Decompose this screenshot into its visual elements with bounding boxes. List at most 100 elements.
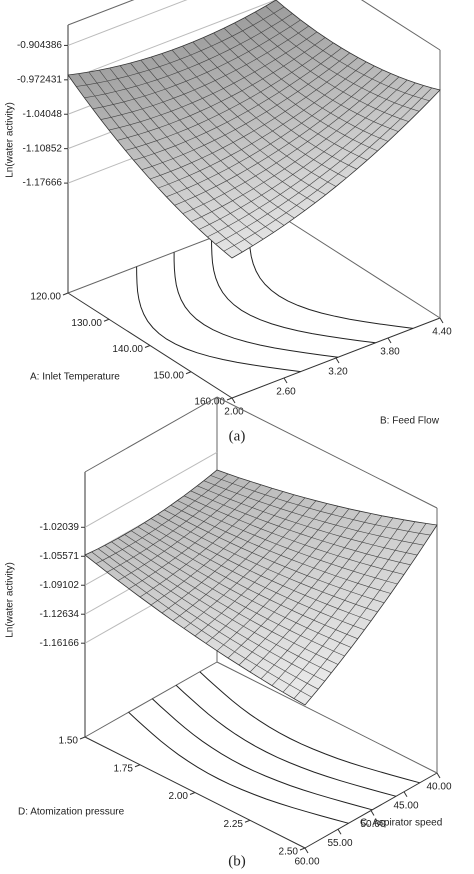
mesh-line (190, 76, 400, 222)
mesh-line (215, 85, 424, 245)
mesh-line (171, 49, 337, 187)
mesh-line (183, 495, 405, 575)
y-tick (370, 810, 375, 816)
mesh-line (157, 513, 378, 613)
x-tick-label: 140.00 (112, 344, 143, 355)
mesh-line (271, 519, 405, 686)
z-tick-label: -1.05571 (40, 551, 80, 562)
mesh-line (207, 82, 416, 238)
mesh-line (249, 515, 383, 673)
y-tick (335, 357, 340, 364)
z-tick-label: -0.904386 (17, 40, 62, 51)
contour (199, 671, 420, 784)
y-tick-label: 40.00 (426, 782, 451, 793)
x-tick-label: 120.00 (30, 292, 61, 303)
mesh-line (192, 41, 357, 170)
x-tick-label: 1.50 (59, 736, 79, 747)
x-tick (244, 819, 251, 823)
contour (136, 266, 301, 373)
box-edge (275, 212, 441, 319)
z-tick-label: -1.09102 (40, 580, 80, 591)
box-edge (84, 661, 218, 738)
grid-line (67, 0, 277, 81)
x-tick (134, 764, 141, 768)
mesh-line (170, 504, 391, 594)
z-axis-label: Ln(water activity) (5, 102, 16, 178)
surface (84, 469, 438, 706)
box-edge (84, 396, 218, 473)
mesh-line (210, 475, 431, 536)
y-tick (304, 847, 309, 854)
mesh-line (199, 79, 408, 230)
x-tick-label: 160.00 (194, 397, 225, 408)
box-edge (67, 0, 135, 26)
mesh-line (238, 513, 372, 666)
z-tick-label: -1.02039 (40, 522, 80, 533)
mesh-line (202, 37, 368, 161)
mesh-line (293, 523, 427, 699)
mesh-line (164, 509, 385, 604)
mesh-line (174, 69, 383, 206)
mesh-line (216, 508, 350, 652)
y-tick-label: 2.60 (276, 387, 296, 398)
mesh-line (223, 27, 389, 142)
x-tick-label: 1.75 (114, 763, 134, 774)
x-tick-label: 150.00 (153, 370, 184, 381)
z-tick-label: -1.10852 (23, 143, 63, 154)
mesh-line (182, 73, 392, 214)
z-axis-label: Ln(water activity) (5, 562, 16, 638)
mesh-line (244, 17, 409, 122)
z-tick-label: -1.12634 (40, 609, 80, 620)
x-tick (185, 371, 192, 375)
grid-line (67, 0, 188, 46)
mesh-line (150, 518, 372, 622)
x-tick (299, 847, 306, 851)
contour (151, 698, 373, 811)
y-axis-label: B: Feed Flow (380, 416, 440, 427)
contour (128, 711, 349, 824)
x-axis-label: A: Inlet Temperature (30, 372, 120, 383)
y-tick-label: 3.20 (328, 367, 348, 378)
box-edge (360, 0, 441, 51)
y-tick-label: 3.80 (380, 347, 400, 358)
mesh-line (203, 480, 424, 546)
y-tick (231, 397, 236, 404)
y-tick-label: 50.00 (360, 819, 385, 830)
mesh-line (197, 485, 418, 556)
contour (175, 684, 397, 797)
x-tick-label: 2.00 (169, 791, 189, 802)
x-tick-label: 2.50 (279, 847, 299, 858)
y-tick-label: 45.00 (393, 800, 418, 811)
y-tick (439, 317, 444, 324)
x-axis-label: D: Atomization pressure (18, 807, 125, 818)
mesh-line (213, 32, 378, 152)
contour (248, 223, 414, 329)
y-tick-label: 4.40 (432, 327, 452, 338)
mesh-line (260, 517, 394, 680)
y-tick (387, 337, 392, 344)
x-tick-label: 130.00 (71, 318, 102, 329)
mesh-line (223, 87, 433, 252)
box-edge (216, 396, 438, 509)
z-tick-label: -0.972431 (17, 74, 62, 85)
mesh-line (177, 500, 398, 585)
contour (173, 252, 339, 358)
surface (67, 0, 441, 259)
y-tick-label: 2.00 (224, 407, 244, 418)
x-tick (103, 318, 110, 322)
mesh-line (255, 11, 420, 112)
x-tick (144, 345, 151, 348)
y-tick (337, 828, 342, 835)
y-tick (283, 377, 288, 384)
y-tick (403, 791, 408, 798)
y-tick (436, 772, 441, 779)
mesh-line (265, 5, 430, 102)
mesh-line (205, 506, 339, 644)
z-tick-label: -1.04048 (23, 109, 63, 120)
mesh-line (227, 511, 361, 659)
z-tick-label: -1.17666 (23, 178, 63, 189)
z-tick-label: -1.16166 (40, 638, 80, 649)
caption: (a) (229, 428, 246, 444)
caption: (b) (228, 853, 246, 869)
x-tick (226, 397, 233, 401)
